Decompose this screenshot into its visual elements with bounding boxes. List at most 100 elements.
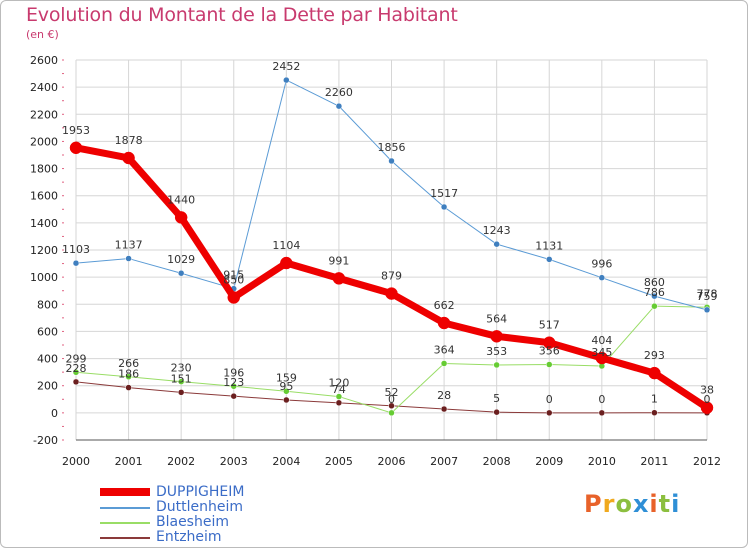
- data-point-blaesheim: [177, 378, 185, 385]
- data-point-blaesheim: [283, 388, 290, 395]
- data-point-duppigheim: [437, 316, 451, 330]
- data-label-entzheim: 0: [598, 393, 605, 406]
- data-label-duttlenheim: 2260: [325, 86, 353, 99]
- data-label-layer: 1953 1878 1440 850 1104 991 879 662 564 517 404 293…: [62, 60, 718, 406]
- data-label-blaesheim: 159: [276, 371, 297, 384]
- data-label-entzheim: 52: [385, 386, 399, 399]
- data-label-duppigheim: 293: [644, 349, 665, 362]
- data-label-duppigheim: 1953: [62, 124, 90, 137]
- x-tick-label: 2005: [325, 455, 353, 468]
- data-point-duttlenheim: [651, 292, 658, 300]
- data-label-entzheim: 186: [118, 368, 139, 381]
- data-point-blaesheim: [335, 393, 343, 400]
- data-point-duppigheim: [595, 351, 609, 365]
- data-label-blaesheim: 266: [118, 357, 139, 370]
- data-label-entzheim: 0: [704, 393, 711, 406]
- data-label-duppigheim: 38: [700, 384, 714, 397]
- data-point-duppigheim: [700, 401, 714, 414]
- data-point-duttlenheim: [546, 256, 553, 263]
- x-tick-label: 2009: [535, 455, 563, 468]
- x-tick-label: 2002: [167, 455, 195, 468]
- y-tick-label: 800: [37, 298, 58, 311]
- data-point-entzheim: [335, 399, 343, 407]
- data-point-entzheim: [493, 408, 500, 416]
- legend-swatch-blaesheim: [100, 522, 150, 524]
- data-point-duttlenheim: [598, 274, 606, 281]
- legend-label-duppigheim: DUPPIGHEIM: [156, 484, 245, 500]
- data-label-entzheim: 0: [546, 393, 553, 406]
- data-label-entzheim: 123: [223, 376, 244, 389]
- x-tick-label: 2007: [430, 455, 458, 468]
- data-label-duttlenheim: 996: [591, 258, 612, 271]
- data-point-blaesheim: [230, 383, 237, 390]
- x-tick-label: 2001: [115, 455, 143, 468]
- y-tick-label: 1800: [30, 163, 58, 176]
- y-tick-label: 400: [37, 353, 58, 366]
- data-point-entzheim: [72, 378, 80, 386]
- data-label-duttlenheim: 1029: [167, 253, 195, 266]
- data-label-duppigheim: 1878: [115, 134, 143, 147]
- data-label-duttlenheim: 1856: [378, 141, 406, 154]
- data-point-entzheim: [230, 392, 237, 400]
- y-tick-label: 1600: [30, 190, 58, 203]
- data-label-duttlenheim: 1517: [430, 187, 458, 200]
- x-tick-label: 2012: [693, 455, 721, 468]
- legend-label-blaesheim: Blaesheim: [156, 514, 229, 530]
- data-point-duppigheim: [332, 272, 346, 285]
- data-point-duppigheim: [122, 151, 135, 165]
- legend-label-entzheim: Entzheim: [156, 529, 222, 545]
- data-point-blaesheim: [72, 369, 80, 376]
- data-point-duppigheim: [227, 291, 240, 304]
- chart-title: Evolution du Montant de la Dette par Hab…: [26, 4, 458, 26]
- data-label-blaesheim: 299: [66, 352, 87, 365]
- y-tick-label: 200: [37, 380, 58, 393]
- data-label-blaesheim: 353: [486, 345, 507, 358]
- data-point-duppigheim: [543, 336, 556, 349]
- data-point-duppigheim: [280, 256, 293, 270]
- legend-swatch-entzheim: [100, 537, 150, 539]
- legend-swatch-duttlenheim: [100, 507, 150, 509]
- data-point-blaesheim: [125, 373, 132, 381]
- x-tick-label: 2006: [378, 455, 406, 468]
- data-label-duppigheim: 850: [223, 274, 244, 287]
- proxiti-logo: Proxiti: [584, 490, 680, 518]
- logo-letter: i: [671, 490, 681, 518]
- data-point-entzheim: [440, 405, 448, 413]
- data-point-duppigheim: [490, 330, 503, 343]
- y-tick-label: 1400: [30, 217, 58, 230]
- logo-letter: o: [615, 490, 633, 518]
- data-point-blaesheim: [546, 361, 553, 368]
- data-label-entzheim: 1: [651, 393, 658, 406]
- data-point-duttlenheim: [493, 240, 500, 248]
- data-label-duttlenheim: 759: [697, 290, 718, 303]
- data-label-duppigheim: 564: [486, 312, 507, 325]
- data-point-blaesheim: [651, 302, 658, 310]
- data-label-duttlenheim: 1103: [62, 243, 90, 256]
- x-tick-label: 2003: [220, 455, 248, 468]
- data-label-duppigheim: 879: [381, 270, 402, 283]
- data-point-blaesheim: [440, 360, 448, 367]
- x-tick-label: 2000: [62, 455, 90, 468]
- data-label-entzheim: 74: [332, 383, 346, 396]
- logo-letter: x: [632, 490, 650, 518]
- data-label-blaesheim: 0: [388, 393, 395, 406]
- data-point-entzheim: [177, 389, 185, 396]
- logo-letter: i: [649, 490, 659, 518]
- data-point-duppigheim: [648, 366, 661, 380]
- x-tick-label: 2010: [588, 455, 616, 468]
- data-point-entzheim: [546, 409, 553, 417]
- data-label-blaesheim: 364: [434, 343, 455, 356]
- data-point-duttlenheim: [335, 102, 343, 110]
- logo-letter: P: [584, 490, 603, 518]
- data-point-duppigheim: [174, 211, 188, 224]
- axis-layer: -200020040060080010001200140016001800200…: [30, 54, 721, 468]
- data-point-duppigheim: [69, 141, 83, 155]
- y-tick-label: -200: [33, 434, 58, 447]
- data-point-entzheim: [651, 409, 658, 416]
- data-label-duttlenheim: 2452: [272, 60, 300, 73]
- data-label-duppigheim: 404: [591, 334, 612, 347]
- data-label-blaesheim: 778: [697, 287, 718, 300]
- data-point-duppigheim: [385, 287, 398, 300]
- data-label-blaesheim: 786: [644, 286, 665, 299]
